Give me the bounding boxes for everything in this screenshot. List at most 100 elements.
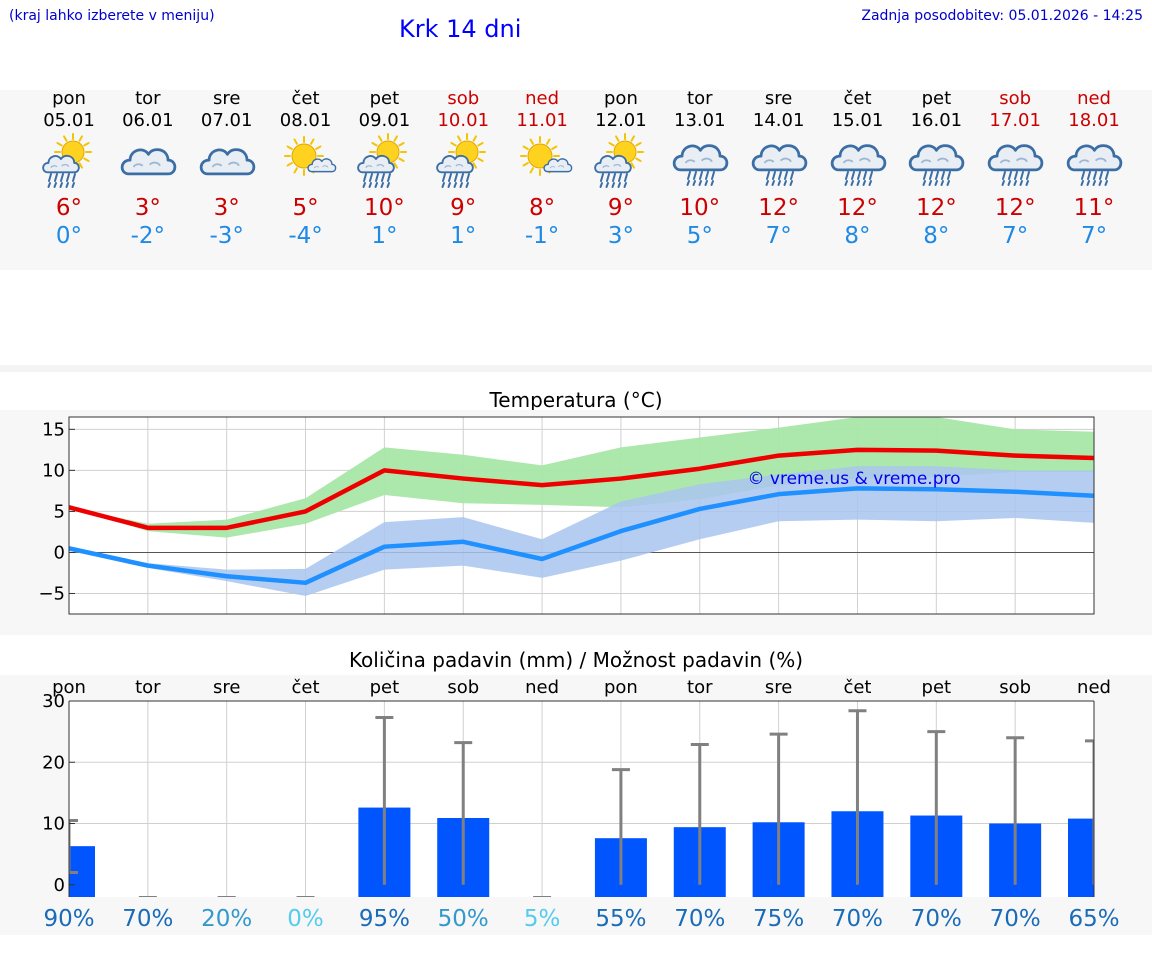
- day-name: sre: [212, 88, 241, 109]
- y-tick-label: 0: [54, 542, 65, 563]
- cloud-shape: [306, 158, 336, 173]
- day-date: 09.01: [358, 110, 411, 131]
- cloud-shape: [120, 148, 177, 176]
- temperature-chart: −5 0 5 10 15 © vreme.us & vreme.pro: [38, 416, 1095, 615]
- x-tick-label: pon: [604, 677, 638, 698]
- day-name: sre: [764, 88, 793, 109]
- day-date: 12.01: [595, 110, 647, 131]
- forecast-day: sob 10.01 9° 1°: [418, 88, 508, 250]
- rain-shape: [47, 173, 76, 188]
- precip-chance-label: 70%: [990, 906, 1041, 932]
- y-tick-label: 5: [54, 501, 65, 522]
- forecast-day: sre 07.01 3° -3°: [182, 88, 272, 250]
- cloud-rain-icon: [830, 144, 886, 186]
- sun-cloud-rain-icon: [594, 133, 644, 188]
- day-date: 16.01: [910, 110, 963, 131]
- forecast-day: pet 09.01 10° 1°: [339, 88, 429, 250]
- forecast-day: čet 08.01 5° -4°: [261, 88, 351, 250]
- cloud-rain-icon: [1066, 144, 1123, 186]
- forecast-day: pon 05.01 6° 0°: [24, 88, 114, 250]
- y-tick-label: 10: [42, 460, 65, 481]
- forecast-day: tor 06.01 3° -2°: [103, 88, 193, 250]
- precip-chance-label: 0%: [287, 906, 324, 932]
- cloud-rain-icon: [672, 144, 729, 186]
- forecast-day: čet 15.01 12° 8°: [813, 88, 903, 250]
- temp-low: -4°: [288, 223, 323, 249]
- x-tick-label: pet: [370, 677, 400, 698]
- precip-chance-label: 20%: [201, 906, 252, 932]
- forecast-day: pon 12.01 9° 3°: [576, 88, 666, 250]
- cloud-shape: [357, 154, 396, 174]
- day-date: 08.01: [279, 110, 332, 131]
- cloud-rain-icon: [970, 132, 1060, 194]
- cloud-shape: [672, 144, 729, 172]
- rain-shape: [362, 173, 392, 188]
- cloud-rain-icon: [1049, 132, 1139, 194]
- temp-high: 10°: [364, 195, 405, 221]
- day-name: čet: [291, 88, 320, 109]
- min-range-band: [69, 466, 1094, 596]
- cloud-rain-icon: [987, 144, 1044, 186]
- temp-low: 1°: [371, 223, 398, 249]
- cloud-shape: [909, 144, 965, 172]
- day-name: čet: [843, 88, 872, 109]
- sun-cloud-rain-icon: [339, 132, 429, 194]
- sun-cloud-rain-icon: [357, 133, 408, 188]
- temp-high: 9°: [450, 195, 477, 221]
- page-title: Krk 14 dni: [399, 15, 522, 43]
- forecast-day: tor 13.01 10° 5°: [655, 88, 745, 250]
- temp-low: 5°: [686, 223, 713, 249]
- precip-chance-label: 50%: [438, 906, 489, 932]
- cloud-shape: [830, 144, 886, 172]
- cloud-rain-icon: [734, 132, 824, 194]
- x-tick-label: ned: [525, 677, 559, 698]
- sun-small-cloud-icon: [283, 136, 336, 176]
- temp-high: 12°: [915, 195, 957, 221]
- rain-shape: [1001, 171, 1031, 186]
- day-name: pon: [52, 88, 86, 109]
- forecast-day: ned 11.01 8° -1°: [497, 88, 587, 250]
- cloud-rain-icon: [751, 144, 807, 186]
- series-group: [69, 417, 1094, 596]
- temperature-chart-title: Temperatura (°C): [489, 388, 663, 412]
- forecast-day: pet 16.01 12° 8°: [891, 88, 981, 250]
- rain-shape: [686, 171, 715, 186]
- day-name: tor: [687, 88, 713, 109]
- temp-low: 0°: [55, 223, 83, 249]
- precip-chance-label: 70%: [832, 906, 883, 932]
- temp-low: -1°: [524, 223, 560, 249]
- x-tick-label: sre: [213, 677, 240, 698]
- temp-low: 8°: [923, 223, 950, 249]
- x-tick-label: čet: [843, 677, 871, 698]
- plot-frame: [68, 416, 1095, 615]
- x-tick-label: sre: [765, 677, 792, 698]
- sun-cloud-rain-icon: [42, 133, 92, 188]
- forecast-band: [0, 90, 1152, 270]
- cloud-shape: [1066, 144, 1123, 172]
- x-tick-label: ned: [1077, 677, 1111, 698]
- temp-low: 7°: [1002, 223, 1029, 249]
- day-date: 06.01: [122, 110, 174, 131]
- temp-high: 6°: [55, 195, 83, 221]
- y-tick-label: 30: [42, 691, 65, 712]
- sun-small-cloud-icon: [520, 136, 573, 176]
- day-date: 15.01: [831, 110, 884, 131]
- sun-cloud-rain-icon: [418, 132, 508, 194]
- y-tick-label: 0: [54, 875, 65, 896]
- precip-chance-label: 55%: [595, 906, 646, 932]
- forecast-day: sre 14.01 12° 7°: [734, 88, 824, 250]
- precip-bar: [1068, 818, 1094, 897]
- day-date: 13.01: [674, 110, 726, 131]
- x-tick-label: tor: [687, 677, 713, 698]
- x-tick-label: pon: [52, 677, 86, 698]
- day-name: tor: [135, 88, 161, 109]
- cloud-shape: [751, 144, 807, 172]
- cloud-shape: [987, 144, 1044, 172]
- rain-shape: [765, 171, 794, 186]
- y-tick-label: 20: [42, 752, 65, 773]
- precip-chance-label: 70%: [122, 906, 173, 932]
- max-range-band: [69, 417, 1094, 538]
- x-tick-label: tor: [135, 677, 161, 698]
- day-date: 18.01: [1068, 110, 1120, 131]
- x-tick-label: pet: [922, 677, 952, 698]
